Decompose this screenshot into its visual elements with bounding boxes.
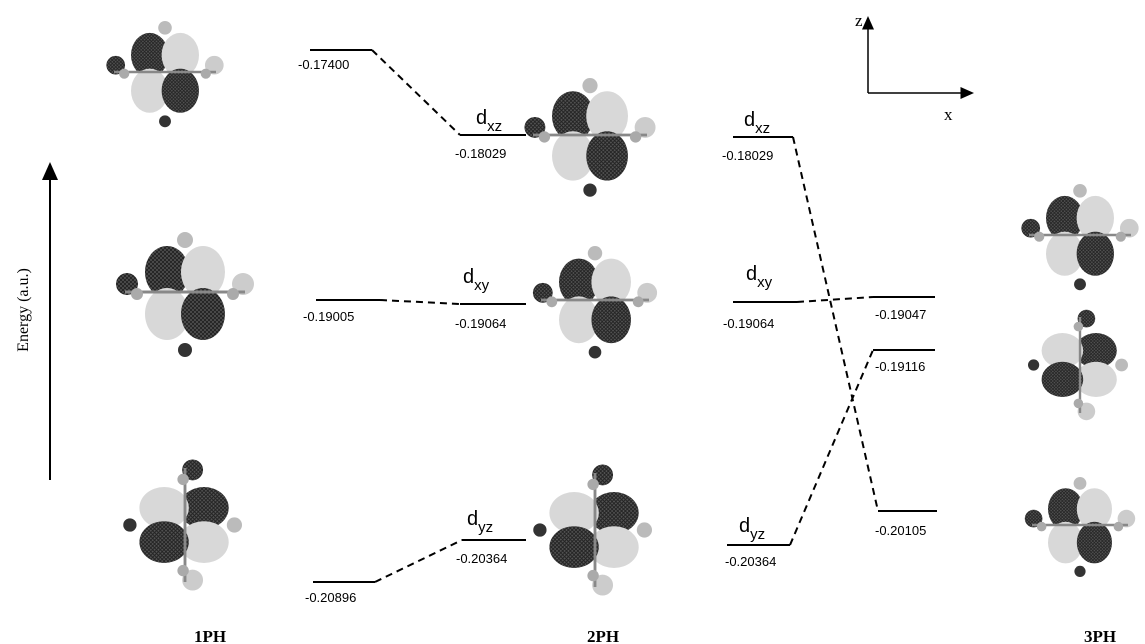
orbital-image xyxy=(123,459,242,590)
energy-value: -0.20105 xyxy=(875,523,926,538)
orbital-symbol: d xyxy=(739,515,750,537)
connector xyxy=(380,300,460,304)
orbital-subscript: xz xyxy=(487,118,502,135)
energy-value: -0.18029 xyxy=(722,148,773,163)
energy-value: -0.17400 xyxy=(298,57,349,72)
energy-value: -0.20896 xyxy=(305,590,356,605)
orbital-symbol: d xyxy=(476,107,487,129)
energy-axis-label: Energy (a.u.) xyxy=(15,268,32,352)
orbital-symbol: d xyxy=(744,109,755,131)
orbital-subscript: xy xyxy=(757,274,773,291)
energy-value: -0.19005 xyxy=(303,309,354,324)
orbital-image xyxy=(106,21,223,127)
column-label: 1PH xyxy=(194,627,226,644)
orbital-label: dyz xyxy=(739,515,765,543)
column-label: 3PH xyxy=(1084,627,1116,644)
orbital-subscript: xz xyxy=(755,120,770,137)
z-label: z xyxy=(855,11,863,30)
orbital-symbol: d xyxy=(463,266,474,288)
connector xyxy=(375,540,462,582)
orbital-image xyxy=(533,464,652,595)
orbital-subscript: xy xyxy=(474,277,490,294)
orbital-image xyxy=(116,232,254,357)
energy-value: -0.19047 xyxy=(875,307,926,322)
orbital-image xyxy=(1028,310,1128,420)
energy-value: -0.18029 xyxy=(455,146,506,161)
orbital-label: dxz xyxy=(744,109,770,137)
column-label: 2PH xyxy=(587,627,619,644)
energy-diagram: Energy (a.u.) z x -0.17400 -0.19005 -0.2… xyxy=(0,0,1145,644)
orbital-image xyxy=(533,246,657,359)
connector xyxy=(793,137,878,511)
energy-value: -0.19064 xyxy=(455,316,506,331)
x-label: x xyxy=(944,105,953,124)
orbital-subscript: yz xyxy=(478,519,493,536)
orbital-label: dxy xyxy=(746,263,773,291)
orbital-image xyxy=(524,78,655,197)
connector xyxy=(372,50,460,135)
energy-value: -0.20364 xyxy=(456,551,507,566)
connector xyxy=(790,350,873,545)
orbital-symbol: d xyxy=(467,508,478,530)
orbital-label: dxz xyxy=(476,107,502,135)
energy-value: -0.19064 xyxy=(723,316,774,331)
orbital-label: dxy xyxy=(463,266,490,294)
connector xyxy=(797,297,873,302)
orbital-symbol: d xyxy=(746,263,757,285)
orbital-images xyxy=(106,21,1138,596)
orbital-subscript: yz xyxy=(750,526,765,543)
orbital-image xyxy=(1025,477,1135,577)
energy-value: -0.20364 xyxy=(725,554,776,569)
orbital-label: dyz xyxy=(467,508,493,536)
orbital-image xyxy=(1021,184,1138,290)
energy-value: -0.19116 xyxy=(875,359,925,374)
